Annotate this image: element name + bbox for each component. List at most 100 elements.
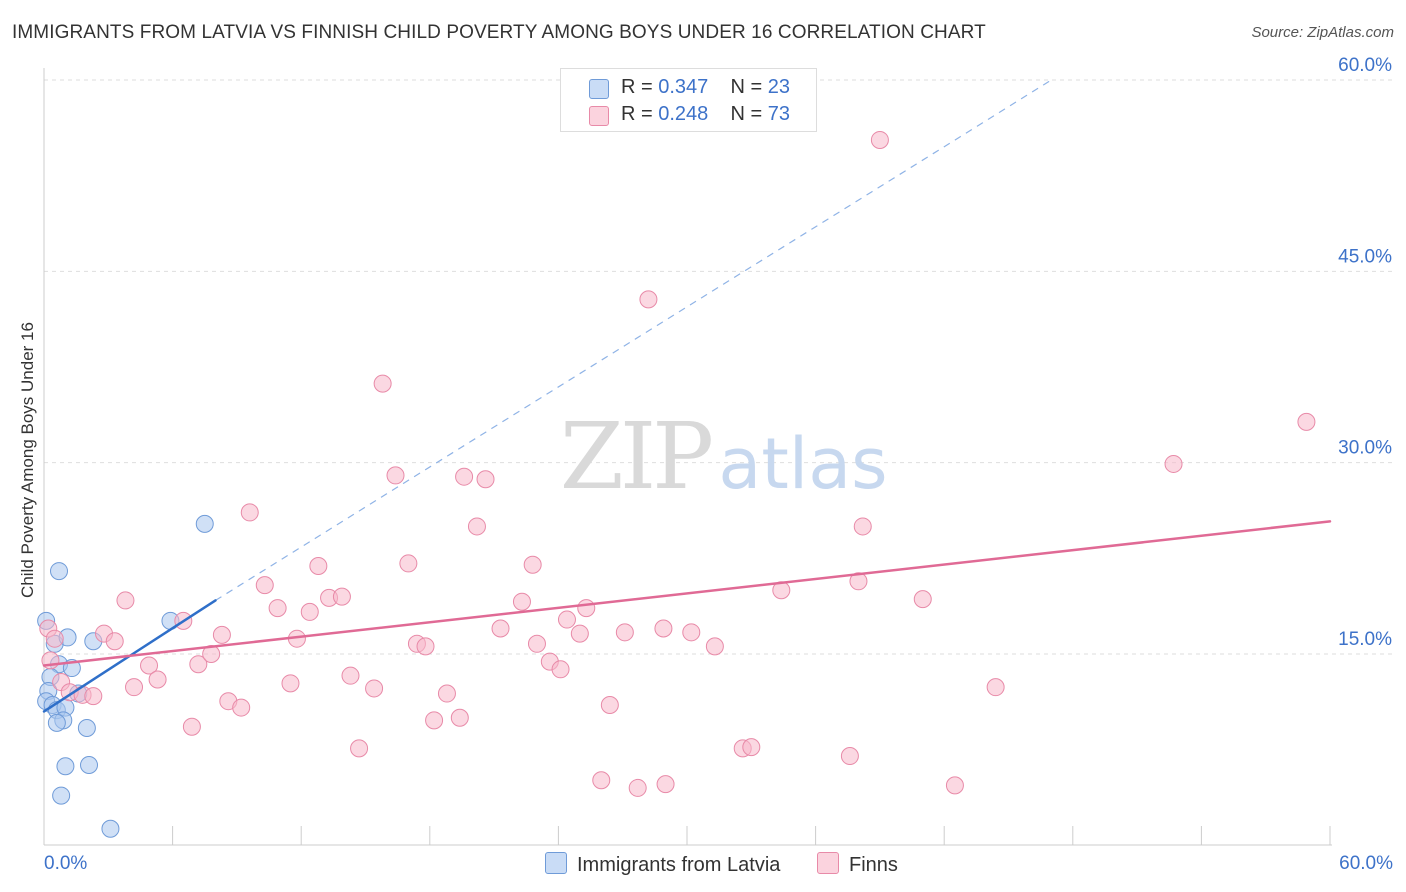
y-axis-label: Child Poverty Among Boys Under 16 — [18, 322, 37, 598]
data-point — [399, 554, 418, 573]
data-point — [140, 656, 159, 675]
data-point — [1164, 454, 1183, 473]
legend-n-value: 23 — [767, 76, 791, 98]
legend-n-label: N = — [730, 76, 768, 98]
data-point — [255, 576, 274, 595]
data-point — [639, 290, 658, 309]
data-point — [341, 666, 360, 685]
data-point — [101, 819, 120, 838]
data-point — [557, 610, 576, 629]
data-point — [281, 674, 300, 693]
correlation-legend: R = 0.347 N = 23 R = 0.248 N = 73 — [560, 68, 817, 132]
legend-r-value: 0.347 — [658, 76, 709, 98]
bottom-legend-label-latvia: Immigrants from Latvia — [577, 854, 781, 876]
data-point — [232, 698, 251, 717]
data-point — [125, 678, 144, 697]
data-point — [148, 670, 167, 689]
legend-swatch-latvia — [589, 79, 609, 99]
y-tick-label: 60.0% — [1338, 55, 1392, 76]
data-point — [913, 590, 932, 609]
data-point — [476, 470, 495, 489]
data-point — [742, 738, 761, 757]
x-tick-label: 0.0% — [44, 853, 87, 874]
data-point — [47, 713, 66, 732]
axes — [43, 68, 1332, 846]
trend-lines — [42, 79, 1332, 713]
bottom-legend-swatch-finns — [817, 852, 839, 874]
data-point — [195, 514, 214, 533]
bottom-legend-finns: Finns — [817, 852, 898, 877]
data-point — [1297, 412, 1316, 431]
bottom-legend-swatch-latvia — [545, 852, 567, 874]
data-point — [373, 374, 392, 393]
data-point — [467, 517, 486, 536]
data-point — [105, 632, 124, 651]
data-point — [52, 786, 71, 805]
data-point — [365, 679, 384, 698]
data-point — [332, 587, 351, 606]
data-point — [512, 592, 531, 611]
data-point — [523, 555, 542, 574]
data-point — [853, 517, 872, 536]
tick-labels: 15.0% 30.0% 45.0% 60.0% 0.0% 60.0% — [44, 55, 1393, 874]
data-point — [615, 623, 634, 642]
series-finns — [39, 130, 1316, 797]
data-point — [592, 771, 611, 790]
data-point — [455, 467, 474, 486]
data-point — [705, 637, 724, 656]
source-label: Source: ZipAtlas.com — [1251, 24, 1394, 41]
legend-swatch-finns — [589, 106, 609, 126]
data-point — [77, 718, 96, 737]
y-tick-label: 45.0% — [1338, 246, 1392, 267]
data-point — [116, 591, 135, 610]
watermark-atlas: atlas — [718, 423, 887, 505]
data-point — [425, 711, 444, 730]
data-points — [37, 130, 1316, 838]
data-point — [577, 599, 596, 618]
data-point — [416, 637, 435, 656]
data-point — [656, 775, 675, 794]
data-point — [491, 619, 510, 638]
data-point — [45, 629, 64, 648]
data-point — [945, 776, 964, 795]
x-tick-label: 60.0% — [1339, 853, 1393, 874]
legend-r-label: R = — [621, 103, 659, 125]
data-point — [840, 747, 859, 766]
watermark-zip: ZIP — [560, 403, 711, 510]
legend-n-value: 73 — [767, 103, 791, 125]
data-point — [570, 624, 589, 643]
legend-r-label: R = — [621, 76, 659, 98]
data-point — [551, 660, 570, 679]
y-tick-label: 30.0% — [1338, 438, 1392, 459]
data-point — [189, 655, 208, 674]
data-point — [870, 130, 889, 149]
chart-title: IMMIGRANTS FROM LATVIA VS FINNISH CHILD … — [12, 22, 986, 43]
data-point — [56, 757, 75, 776]
data-point — [80, 755, 99, 774]
data-point — [300, 602, 319, 621]
watermark: ZIP atlas — [560, 403, 888, 510]
data-point — [350, 739, 369, 758]
data-point — [240, 503, 259, 522]
data-point — [309, 556, 328, 575]
legend-r-value: 0.248 — [658, 103, 709, 125]
data-point — [182, 717, 201, 736]
data-point — [450, 708, 469, 727]
legend-n-label: N = — [730, 103, 768, 125]
data-point — [50, 562, 69, 581]
data-point — [628, 778, 647, 797]
data-point — [654, 619, 673, 638]
data-point — [212, 625, 231, 644]
data-point — [986, 678, 1005, 697]
y-tick-label: 15.0% — [1338, 629, 1392, 650]
bottom-legend-latvia: Immigrants from Latvia — [545, 852, 780, 877]
data-point — [386, 466, 405, 485]
data-point — [682, 623, 701, 642]
data-point — [437, 684, 456, 703]
data-point — [527, 634, 546, 653]
data-point — [600, 696, 619, 715]
data-point — [84, 687, 103, 706]
data-point — [268, 599, 287, 618]
trend-extension-dashed — [215, 79, 1052, 601]
